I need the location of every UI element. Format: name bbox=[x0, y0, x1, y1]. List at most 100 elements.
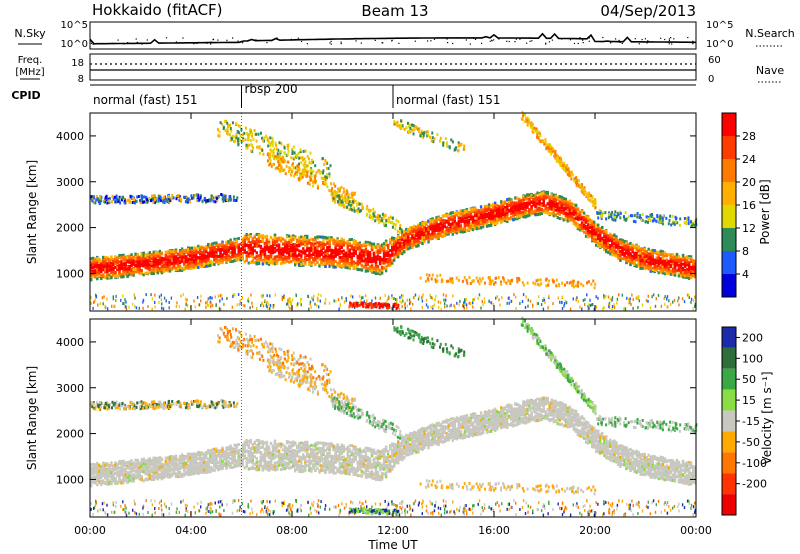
power-cell bbox=[384, 269, 388, 273]
power-cell bbox=[255, 261, 258, 265]
power-cell bbox=[203, 256, 206, 260]
power-cell bbox=[164, 254, 168, 257]
power-cell bbox=[645, 299, 648, 302]
power-cell bbox=[568, 199, 572, 203]
power-cell bbox=[352, 295, 354, 299]
power-cell bbox=[134, 258, 137, 262]
power-cell bbox=[669, 255, 673, 259]
freq-label-1: Freq. bbox=[18, 55, 43, 66]
power-cell bbox=[681, 297, 684, 301]
power-cell bbox=[443, 298, 445, 302]
power-cell bbox=[122, 275, 125, 279]
power-cell bbox=[423, 240, 426, 244]
power-cell bbox=[679, 259, 683, 263]
power-cell bbox=[195, 256, 198, 260]
power-cell bbox=[467, 220, 471, 224]
power-cell bbox=[679, 270, 683, 274]
power-cell bbox=[174, 257, 178, 261]
power-cell bbox=[433, 303, 436, 307]
power-cell bbox=[110, 255, 113, 259]
power-cell bbox=[407, 247, 410, 251]
power-cell bbox=[128, 255, 131, 259]
nave-label: Nave bbox=[756, 64, 784, 77]
power-cell bbox=[126, 274, 129, 278]
power-cell bbox=[134, 268, 137, 272]
power-cell bbox=[128, 270, 131, 274]
power-cell bbox=[296, 261, 299, 265]
power-cell bbox=[296, 254, 299, 258]
power-cell bbox=[407, 232, 410, 236]
power-cell bbox=[187, 265, 190, 269]
power-cell bbox=[184, 297, 187, 301]
power-cell bbox=[265, 245, 269, 249]
power-cell bbox=[211, 242, 214, 246]
power-cell bbox=[576, 207, 580, 211]
power-cell bbox=[180, 266, 184, 270]
power-cell bbox=[124, 271, 127, 275]
power-cell bbox=[316, 235, 319, 239]
power-cell bbox=[164, 255, 168, 259]
power-cell bbox=[152, 272, 155, 275]
power-cell bbox=[241, 257, 244, 261]
power-cell bbox=[180, 257, 184, 261]
power-cell bbox=[176, 257, 180, 261]
power-cell bbox=[211, 246, 214, 250]
power-cell bbox=[501, 296, 503, 300]
power-cell bbox=[403, 250, 406, 254]
power-cell bbox=[110, 261, 113, 265]
power-cell bbox=[427, 240, 430, 244]
power-cell bbox=[195, 250, 198, 254]
power-cell bbox=[453, 216, 456, 220]
power-cell bbox=[195, 246, 198, 250]
power-cell bbox=[189, 261, 192, 265]
power-cell bbox=[201, 263, 204, 267]
power-cell bbox=[350, 294, 352, 298]
power-cell bbox=[140, 272, 143, 276]
power-cell bbox=[568, 217, 572, 221]
power-cell bbox=[243, 248, 246, 252]
power-cell bbox=[237, 253, 240, 257]
power-cell bbox=[132, 273, 135, 277]
power-cell bbox=[417, 239, 420, 243]
power-cell bbox=[90, 266, 93, 270]
power-cell bbox=[215, 254, 218, 258]
power-cell bbox=[94, 261, 97, 265]
power-cell bbox=[168, 263, 172, 267]
power-cell bbox=[231, 250, 234, 254]
power-cell bbox=[150, 269, 153, 273]
power-cell bbox=[110, 258, 113, 262]
power-cell bbox=[524, 306, 527, 309]
power-cell bbox=[120, 259, 123, 263]
power-cell bbox=[649, 267, 652, 271]
power-cell bbox=[199, 259, 202, 263]
power-cell bbox=[255, 251, 258, 255]
power-cell bbox=[336, 238, 339, 242]
power-cell bbox=[92, 266, 95, 270]
power-cell bbox=[376, 265, 380, 268]
power-cell bbox=[689, 266, 693, 270]
power-cell bbox=[170, 253, 174, 257]
power-cell bbox=[142, 251, 145, 255]
power-cell bbox=[110, 275, 113, 279]
power-cell bbox=[376, 269, 380, 273]
power-cell bbox=[231, 259, 234, 263]
power-cell bbox=[679, 274, 683, 278]
power-cell bbox=[106, 276, 109, 280]
power-cell bbox=[195, 262, 198, 266]
power-cell bbox=[144, 263, 147, 267]
power-cell bbox=[407, 243, 410, 247]
power-cell bbox=[561, 295, 564, 299]
power-cell bbox=[548, 198, 551, 202]
power-cell bbox=[588, 220, 592, 224]
power-cell bbox=[162, 259, 166, 263]
power-cell bbox=[447, 223, 450, 227]
power-cell bbox=[221, 253, 224, 257]
power-cell bbox=[217, 248, 220, 252]
power-cell bbox=[207, 261, 210, 265]
power-cell bbox=[182, 255, 186, 259]
power-cell bbox=[96, 277, 99, 281]
power-cell bbox=[203, 255, 206, 258]
power-cell bbox=[120, 256, 123, 260]
power-cell bbox=[574, 203, 578, 207]
power-cell bbox=[92, 259, 95, 263]
